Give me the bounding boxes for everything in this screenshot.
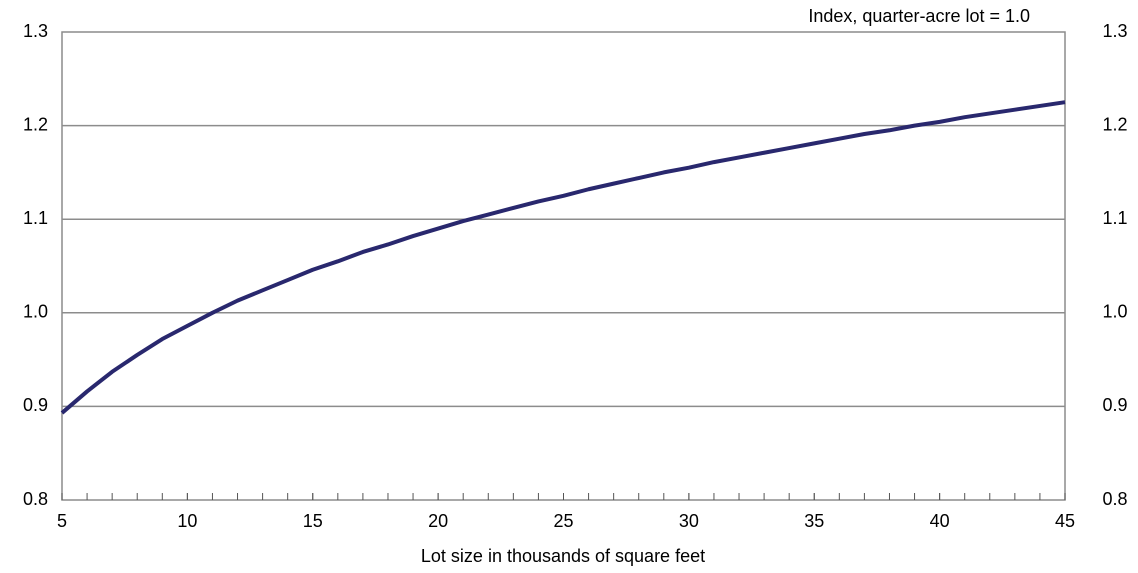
x-tick-label: 25 xyxy=(553,511,573,531)
y2-tick-label: 0.8 xyxy=(1102,489,1127,509)
data-line xyxy=(60,100,1066,415)
x-tick-label: 20 xyxy=(428,511,448,531)
x-tick-label: 10 xyxy=(177,511,197,531)
x-tick-label: 15 xyxy=(303,511,323,531)
x-tick-label: 45 xyxy=(1055,511,1075,531)
y-tick-label: 1.3 xyxy=(23,21,48,41)
x-tick-label: 5 xyxy=(57,511,67,531)
x-tick-label: 30 xyxy=(679,511,699,531)
y-tick-label: 0.8 xyxy=(23,489,48,509)
y2-tick-label: 1.2 xyxy=(1102,114,1127,134)
y-axis-label: Index, quarter-acre lot = 1.0 xyxy=(808,6,1030,26)
x-tick-label: 35 xyxy=(804,511,824,531)
y2-tick-label: 1.0 xyxy=(1102,302,1127,322)
y-tick-label: 1.1 xyxy=(23,208,48,228)
y-tick-label: 1.2 xyxy=(23,114,48,134)
y2-tick-label: 1.3 xyxy=(1102,21,1127,41)
y-tick-label: 1.0 xyxy=(23,302,48,322)
x-axis-label: Lot size in thousands of square feet xyxy=(421,546,705,566)
y-tick-label: 0.9 xyxy=(23,395,48,415)
plot-frame xyxy=(61,31,1066,501)
x-tick-label: 40 xyxy=(930,511,950,531)
y2-tick-label: 1.1 xyxy=(1102,208,1127,228)
y2-tick-label: 0.9 xyxy=(1102,395,1127,415)
